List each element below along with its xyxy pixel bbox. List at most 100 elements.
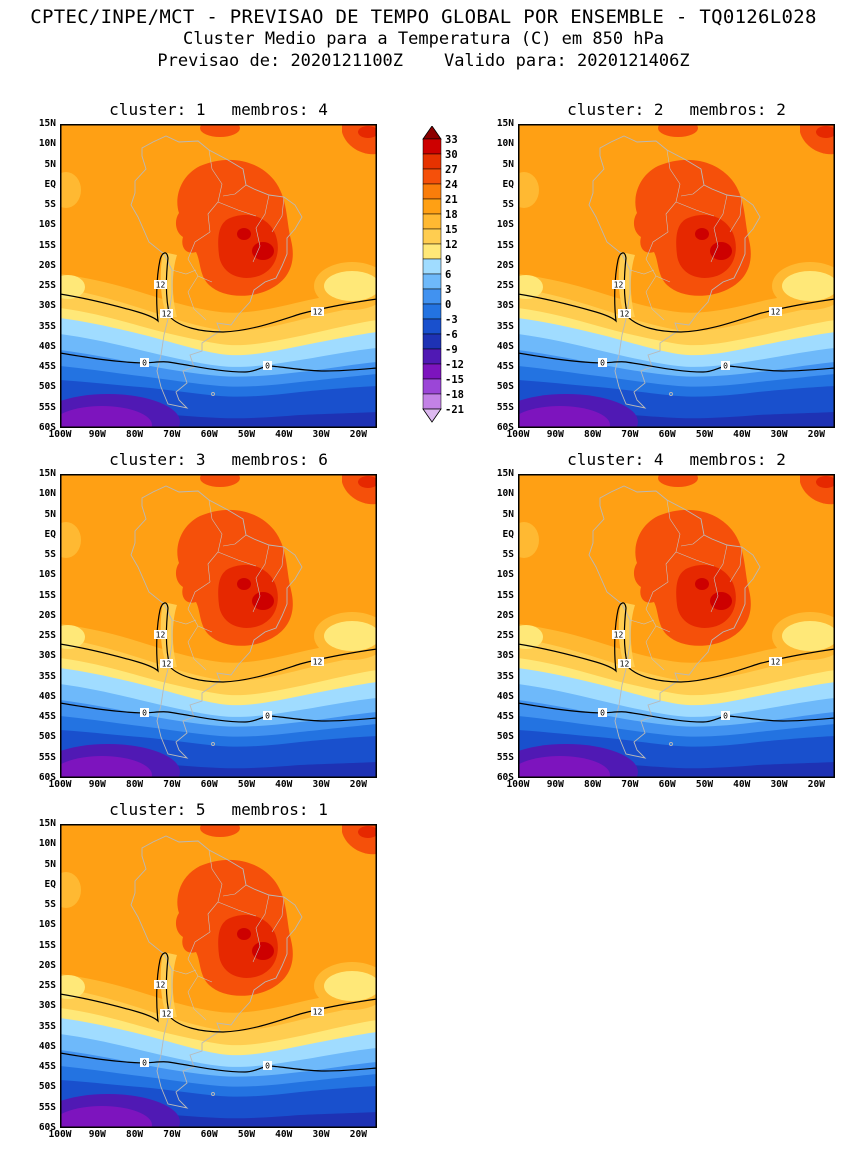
lat-tick-label: 40S	[38, 1040, 56, 1052]
lat-tick-label: 5S	[502, 549, 514, 561]
map-cluster-3	[60, 474, 377, 778]
lat-tick-label: 15N	[496, 468, 514, 479]
lat-tick-label: 10N	[496, 488, 514, 500]
lat-axis: 15N 10N 5N EQ 5S 10S 15S 20S 25S 30S 35S 40S 45S 50S 5…	[488, 469, 518, 783]
lat-tick-label: 35S	[496, 670, 514, 682]
lon-tick-label: 100W	[48, 779, 72, 790]
colorbar-cell	[422, 213, 442, 230]
lat-tick-label: 15N	[38, 118, 56, 129]
lon-tick-label: 50W	[695, 779, 714, 790]
lon-tick-label: 30W	[312, 429, 330, 440]
lon-tick-label: 80W	[583, 429, 602, 440]
lat-axis: 15N 10N 5N EQ 5S 10S 15S 20S 25S 30S 35S 40S 45S 50S 5…	[30, 119, 60, 433]
lat-tick-label: 10N	[38, 488, 56, 500]
lat-tick-label: 40S	[496, 690, 514, 702]
lat-tick-label: 40S	[38, 690, 56, 702]
lat-tick-label: 20S	[38, 609, 56, 621]
colorbar-tick-label: -12	[445, 359, 464, 371]
map-with-axes: 15N 10N 5N EQ 5S 10S 15S 20S 25S 30S 35S 40S 45S 50S 5…	[30, 119, 377, 433]
lat-tick-label: 25S	[38, 980, 56, 992]
lat-tick-label: 50S	[496, 731, 514, 743]
colorbar-tick-label: 30	[445, 149, 458, 161]
cluster-label: cluster: 4	[567, 450, 664, 469]
lat-tick-label: 60S	[38, 1122, 56, 1133]
lat-tick-label: 50S	[38, 381, 56, 393]
lon-tick-label: 90W	[546, 779, 564, 790]
lon-tick-label: 40W	[275, 779, 293, 790]
colorbar-tick-label: 21	[445, 194, 458, 206]
membros-label: membros: 2	[689, 100, 786, 119]
lat-tick-label: 55S	[496, 401, 514, 413]
lat-tick-label: 15S	[496, 589, 514, 601]
lat-tick-label: 10N	[496, 138, 514, 150]
panel-row-2: cluster: 3 membros: 6 15N 10N 5N EQ 5S 10S 15S 20…	[0, 450, 847, 793]
panel-title: cluster: 3 membros: 6	[60, 450, 377, 470]
colorbar-tick-label: 6	[445, 269, 451, 281]
lat-tick-label: 15N	[38, 818, 56, 829]
colorbar-cell	[422, 378, 442, 395]
lon-tick-label: 50W	[237, 779, 256, 790]
colorbar-cell	[422, 258, 442, 275]
lat-axis: 15N 10N 5N EQ 5S 10S 15S 20S 25S 30S 35S 40S 45S 50S 5…	[488, 119, 518, 433]
colorbar-tick-label: -3	[445, 314, 458, 326]
lon-tick-label: 60W	[658, 779, 676, 790]
lon-tick-label: 20W	[807, 429, 825, 440]
lat-tick-label: 20S	[496, 609, 514, 621]
cluster-label: cluster: 5	[109, 800, 206, 819]
colorbar-tick-label: 33	[445, 134, 458, 146]
colorbar-cell	[422, 348, 442, 365]
lon-axis: 100W 90W 80W 70W 60W 50W 40W 30W 20W	[507, 428, 835, 443]
map-cluster-1	[60, 124, 377, 428]
colorbar-tick-label: 15	[445, 224, 458, 236]
lat-tick-label: 5N	[44, 508, 56, 520]
lat-tick-label: 60S	[38, 422, 56, 433]
lat-tick-label: EQ	[44, 878, 56, 890]
lat-tick-label: 35S	[38, 320, 56, 332]
map-cluster-2	[518, 124, 835, 428]
forecast-times: Previsao de: 2020121100Z Valido para: 20…	[157, 51, 690, 71]
lon-tick-label: 80W	[583, 779, 602, 790]
colorbar-tick-label: -21	[445, 404, 464, 416]
lon-tick-label: 70W	[163, 1129, 181, 1140]
lon-tick-label: 30W	[312, 1129, 330, 1140]
map-with-axes: 15N 10N 5N EQ 5S 10S 15S 20S 25S 30S 35S 40S 45S 50S 5…	[488, 469, 835, 783]
colorbar-cell	[422, 303, 442, 320]
cluster-label: cluster: 3	[109, 450, 206, 469]
lon-tick-label: 20W	[349, 1129, 367, 1140]
lat-tick-label: 30S	[496, 650, 514, 662]
colorbar-tick-label: 9	[445, 254, 451, 266]
lon-tick-label: 70W	[163, 429, 181, 440]
lon-tick-label: 80W	[125, 1129, 144, 1140]
lat-tick-label: 15N	[38, 468, 56, 479]
lon-tick-label: 50W	[237, 1129, 256, 1140]
lat-tick-label: 5N	[44, 858, 56, 870]
lat-tick-label: 40S	[38, 340, 56, 352]
panel-title: cluster: 1 membros: 4	[60, 100, 377, 120]
colorbar-tick-label: 3	[445, 284, 451, 296]
lat-tick-label: 10N	[38, 138, 56, 150]
lon-tick-label: 90W	[88, 779, 106, 790]
lat-tick-label: 20S	[496, 259, 514, 271]
panel-slot-cluster-1: cluster: 1 membros: 4 15N 10N 5N EQ 5S 10S 15S 20…	[30, 100, 377, 443]
lat-axis: 15N 10N 5N EQ 5S 10S 15S 20S 25S 30S 35S 40S 45S 50S 5…	[30, 819, 60, 1133]
lat-tick-label: 45S	[38, 361, 56, 373]
lon-tick-label: 90W	[88, 1129, 106, 1140]
main-title: CPTEC/INPE/MCT - PREVISAO DE TEMPO GLOBA…	[30, 6, 817, 28]
colorbar-cell	[422, 198, 442, 215]
lat-tick-label: 5S	[44, 199, 56, 211]
colorbar-cell	[422, 243, 442, 260]
lon-tick-label: 50W	[237, 429, 256, 440]
lat-tick-label: 15S	[496, 239, 514, 251]
lat-tick-label: 10S	[38, 219, 56, 231]
subtitle: Cluster Medio para a Temperatura (C) em …	[182, 29, 665, 49]
lat-tick-label: 45S	[38, 1061, 56, 1073]
lat-tick-label: 30S	[38, 1000, 56, 1012]
lat-tick-label: EQ	[502, 528, 514, 540]
colorbar-tick-label: 12	[445, 239, 458, 251]
map-with-axes: 15N 10N 5N EQ 5S 10S 15S 20S 25S 30S 35S 40S 45S 50S 5…	[488, 119, 835, 433]
cluster-label: cluster: 2	[567, 100, 664, 119]
lon-tick-label: 40W	[733, 779, 751, 790]
lat-tick-label: 20S	[38, 259, 56, 271]
lon-axis: 100W 90W 80W 70W 60W 50W 40W 30W 20W	[49, 1128, 377, 1143]
